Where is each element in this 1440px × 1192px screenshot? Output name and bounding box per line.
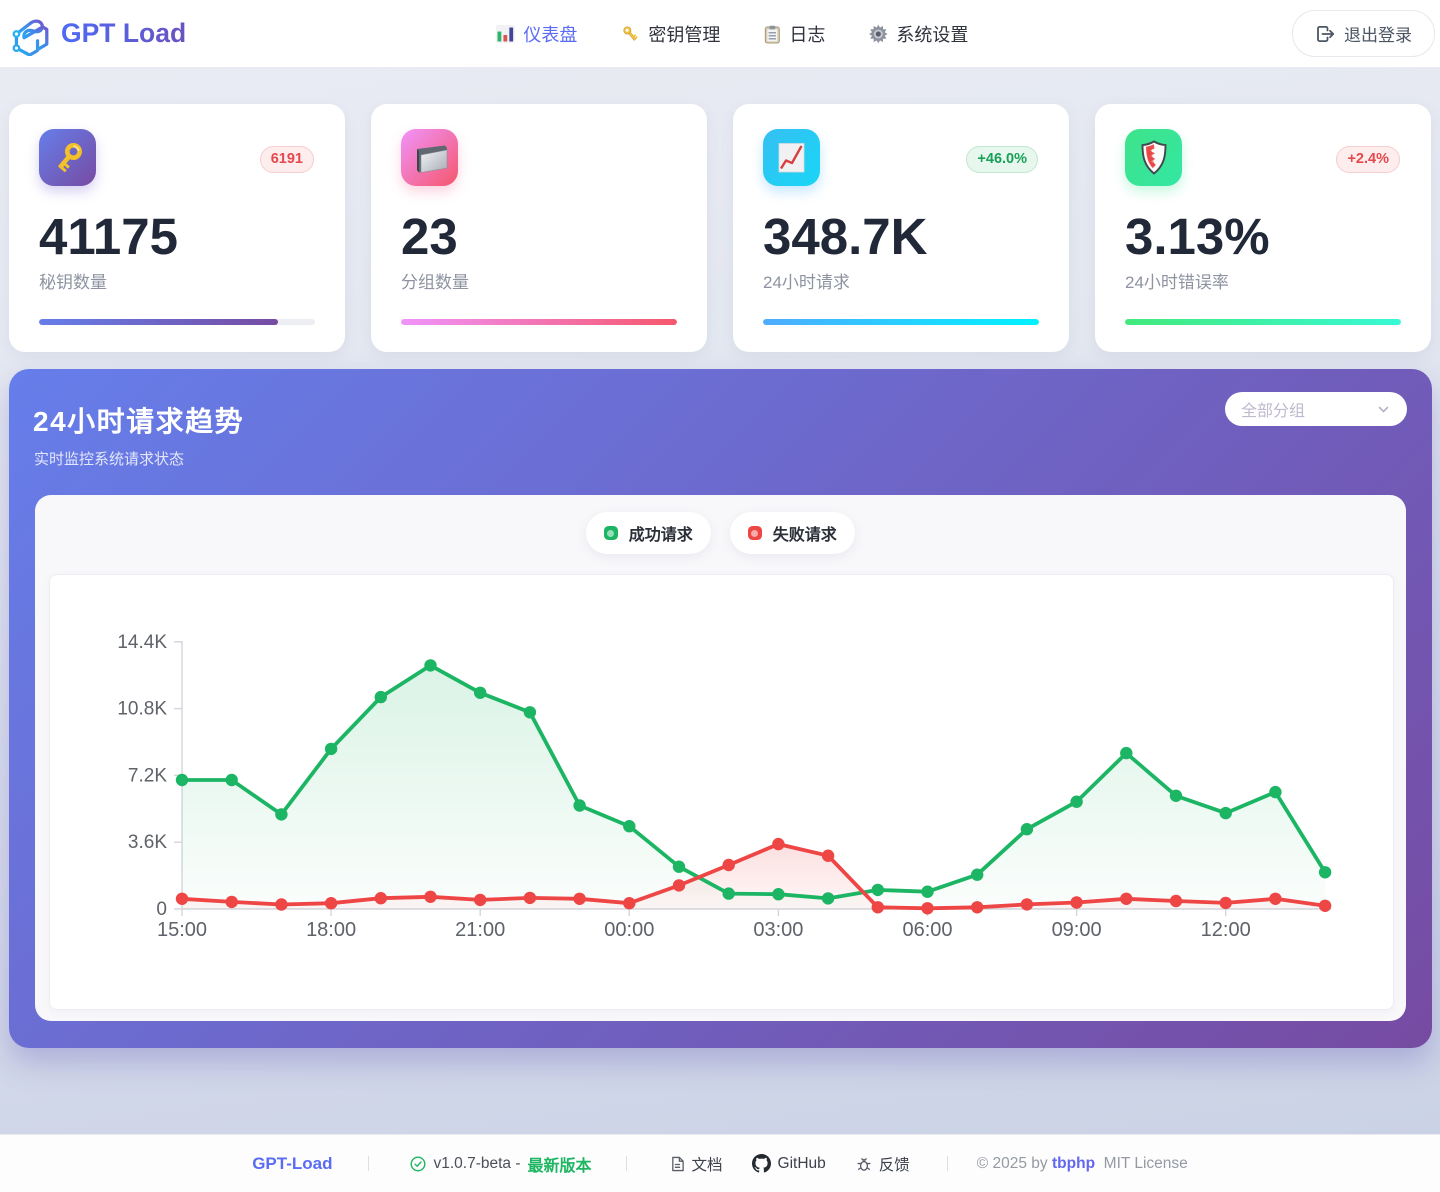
svg-text:3.6K: 3.6K [128,832,167,853]
svg-text:15:00: 15:00 [157,919,207,941]
svg-text:09:00: 09:00 [1052,919,1102,941]
svg-text:14.4K: 14.4K [117,632,167,653]
svg-text:12:00: 12:00 [1201,919,1251,941]
svg-text:06:00: 06:00 [902,919,952,941]
svg-text:21:00: 21:00 [455,919,505,941]
svg-text:03:00: 03:00 [753,919,803,941]
svg-text:7.2K: 7.2K [128,765,167,786]
svg-text:0: 0 [156,899,167,920]
svg-text:00:00: 00:00 [604,919,654,941]
svg-text:18:00: 18:00 [306,919,356,941]
svg-text:10.8K: 10.8K [117,699,167,720]
